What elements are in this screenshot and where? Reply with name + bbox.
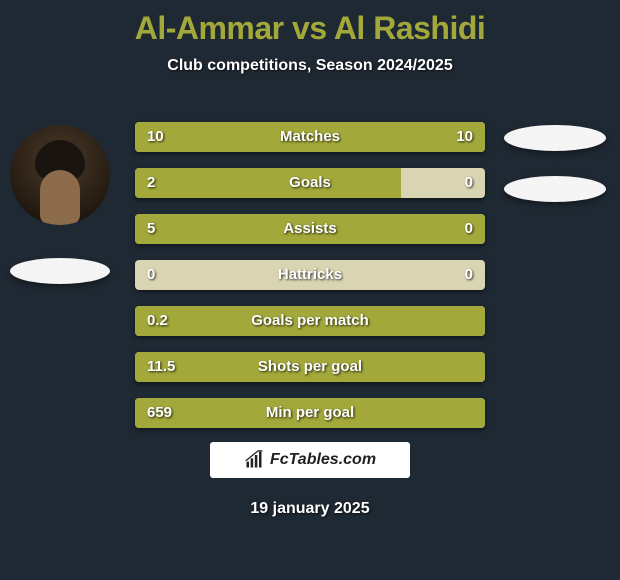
stat-row-goals: 2 Goals 0 bbox=[135, 168, 485, 198]
stat-label: Goals per match bbox=[135, 306, 485, 336]
brand-badge[interactable]: FcTables.com bbox=[210, 442, 410, 478]
stat-right-value: 0 bbox=[465, 260, 473, 290]
stat-row-gpm: 0.2 Goals per match bbox=[135, 306, 485, 336]
stat-right-value: 10 bbox=[456, 122, 473, 152]
vs-text: vs bbox=[292, 10, 327, 46]
stat-label: Hattricks bbox=[135, 260, 485, 290]
stat-label: Matches bbox=[135, 122, 485, 152]
stat-row-mpg: 659 Min per goal bbox=[135, 398, 485, 428]
player-left-name: Al-Ammar bbox=[135, 10, 284, 46]
stat-row-hattricks: 0 Hattricks 0 bbox=[135, 260, 485, 290]
stat-row-matches: 10 Matches 10 bbox=[135, 122, 485, 152]
stat-label: Assists bbox=[135, 214, 485, 244]
comparison-title: Al-Ammar vs Al Rashidi bbox=[0, 0, 620, 47]
subtitle: Club competitions, Season 2024/2025 bbox=[0, 57, 620, 75]
player-right-name: Al Rashidi bbox=[334, 10, 485, 46]
stat-row-spg: 11.5 Shots per goal bbox=[135, 352, 485, 382]
stat-right-value: 0 bbox=[465, 168, 473, 198]
stat-row-assists: 5 Assists 0 bbox=[135, 214, 485, 244]
avatar-left bbox=[10, 125, 110, 225]
avatar-left-shadow bbox=[10, 258, 110, 284]
avatar-right-shadow-2 bbox=[504, 176, 606, 202]
stats-bars: 10 Matches 10 2 Goals 0 5 Assists 0 0 Ha… bbox=[135, 122, 485, 444]
avatar-right-shadow-1 bbox=[504, 125, 606, 151]
stat-label: Min per goal bbox=[135, 398, 485, 428]
stat-label: Goals bbox=[135, 168, 485, 198]
brand-text: FcTables.com bbox=[270, 451, 376, 469]
stat-right-value: 0 bbox=[465, 214, 473, 244]
chart-icon bbox=[244, 450, 264, 470]
stat-label: Shots per goal bbox=[135, 352, 485, 382]
date-text: 19 january 2025 bbox=[0, 500, 620, 518]
